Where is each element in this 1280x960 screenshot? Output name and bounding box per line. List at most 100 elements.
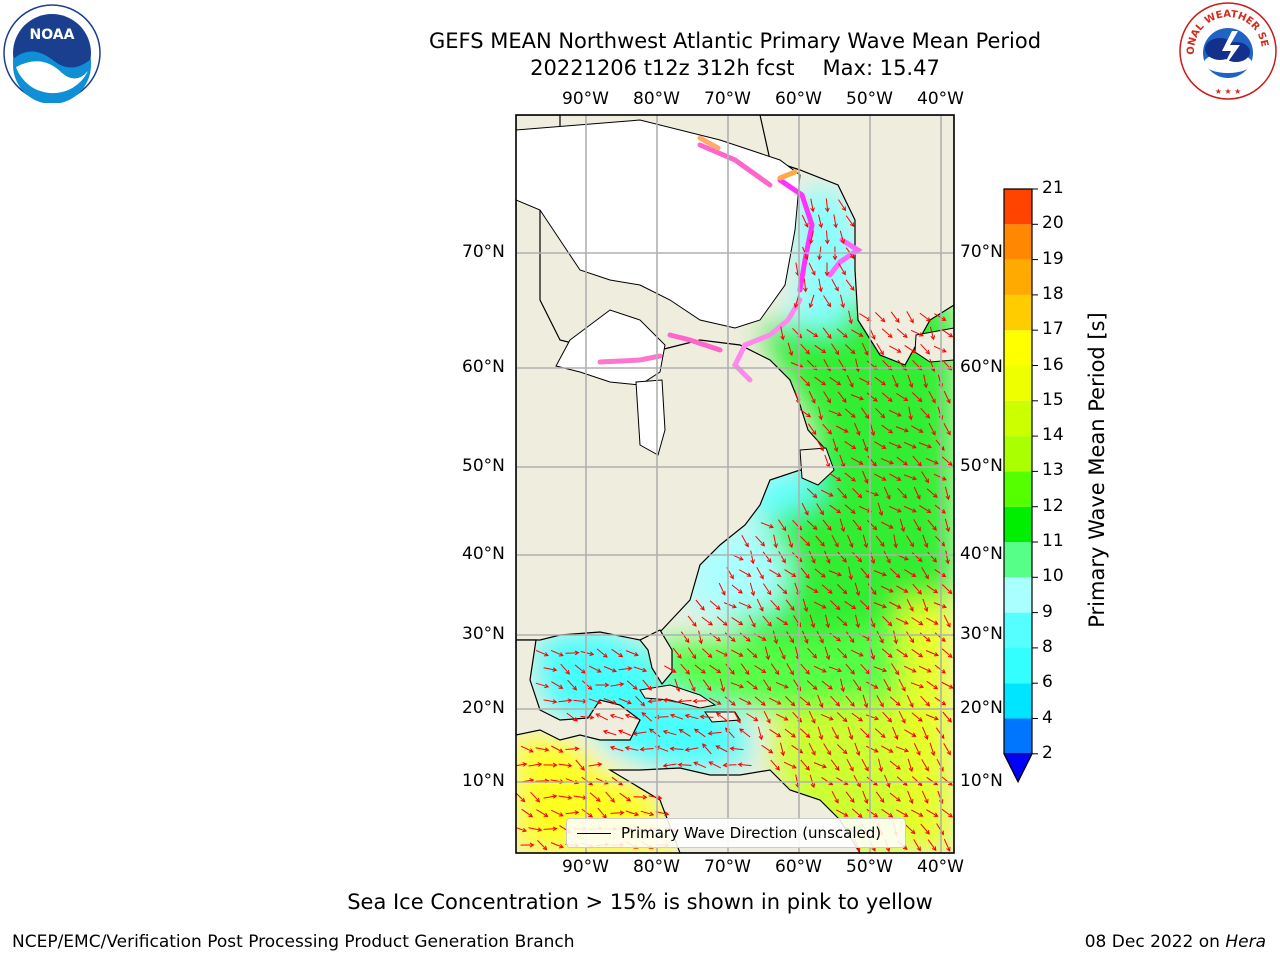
lon-label-bottom: 80°W [633, 857, 680, 877]
lon-label-bottom: 50°W [846, 857, 893, 877]
wave-arrow [873, 570, 887, 577]
wave-arrow [829, 600, 841, 611]
wave-arrow [941, 584, 953, 595]
wave-arrow [567, 679, 578, 691]
wave-arrow [913, 742, 921, 756]
wave-arrow [840, 678, 845, 693]
wave-arrow [874, 441, 887, 449]
wave-arrow [845, 663, 855, 675]
wave-arrow [839, 230, 846, 245]
wave-arrow [844, 504, 856, 514]
wave-arrow [565, 650, 580, 656]
wave-arrow [807, 647, 818, 659]
wave-arrow [662, 698, 677, 703]
wave-arrow [920, 343, 931, 355]
wave-arrow [836, 712, 848, 723]
wave-arrow [814, 568, 826, 578]
colorbar-frame [1003, 188, 1033, 784]
wave-arrow [922, 598, 929, 613]
wave-arrow [828, 570, 843, 577]
wave-arrow [848, 566, 853, 581]
wave-arrow [895, 746, 910, 753]
wave-arrow [891, 663, 900, 676]
wave-arrow [625, 650, 639, 657]
wave-arrow [928, 391, 936, 404]
wave-arrow [921, 471, 930, 484]
lat-label-right: 30°N [960, 624, 1003, 644]
colorbar-tick-label: 11 [1042, 531, 1064, 551]
wave-arrow [833, 214, 838, 229]
wave-arrow [550, 649, 564, 657]
wave-arrow [836, 744, 848, 755]
wave-arrow [828, 410, 843, 417]
wave-arrow [866, 681, 879, 689]
wave-arrow [516, 792, 526, 803]
wave-arrow [944, 518, 951, 533]
wave-arrow [903, 441, 917, 449]
wave-arrow [731, 584, 743, 594]
wave-arrow [881, 424, 894, 434]
wave-arrow [904, 569, 917, 577]
wave-arrow [624, 746, 639, 751]
wave-arrow [876, 343, 884, 356]
wave-arrow [837, 647, 848, 659]
wave-arrow [823, 295, 832, 308]
wave-arrow [784, 569, 797, 577]
wave-arrow [891, 374, 899, 388]
wave-arrow [749, 582, 756, 597]
wave-arrow [786, 663, 794, 676]
colorbar-segment [1004, 612, 1032, 648]
wave-arrow [595, 682, 610, 688]
wave-arrow [933, 473, 947, 481]
wave-arrow [680, 663, 690, 675]
greenland-land [759, 115, 954, 366]
wave-arrow [754, 696, 766, 706]
wave-arrow [845, 279, 855, 292]
florida-land [639, 629, 673, 686]
wave-arrow [800, 375, 811, 387]
wave-arrow [558, 698, 573, 704]
lon-label-bottom: 70°W [704, 857, 751, 877]
wave-arrow [565, 746, 580, 752]
wave-arrow [907, 790, 914, 805]
colorbar-tick-label: 6 [1042, 672, 1053, 693]
map-frame [515, 114, 955, 854]
lon-label-top: 90°W [562, 89, 609, 109]
lon-label-top: 60°W [775, 89, 822, 109]
wave-arrow [737, 762, 752, 768]
wave-arrow [816, 630, 824, 644]
wave-arrow [780, 326, 785, 341]
wave-arrow [903, 474, 918, 481]
wave-arrow [800, 536, 811, 547]
wave-arrow [877, 502, 884, 517]
wave-arrow [821, 680, 833, 690]
hudson-bay-ice [555, 309, 666, 386]
wave-arrow [520, 842, 535, 848]
wave-arrow [820, 489, 834, 497]
wave-arrow [844, 600, 857, 610]
wave-arrow [876, 630, 884, 644]
wave-arrow [821, 584, 833, 594]
wave-arrow [575, 759, 585, 771]
wave-arrow [800, 343, 810, 355]
wave-arrow [702, 743, 712, 755]
colorbar-label: Primary Wave Mean Period [s] [1085, 312, 1109, 628]
wave-arrow [934, 568, 947, 578]
wave-arrow [693, 728, 706, 738]
colorbar-tick-label: 15 [1042, 389, 1064, 410]
legend-line-sample [577, 832, 611, 834]
wave-arrow [684, 747, 699, 752]
wave-arrow [854, 422, 861, 436]
wave-arrow [907, 374, 914, 389]
wave-arrow [733, 711, 741, 724]
wave-arrow [731, 616, 744, 626]
wave-arrow [551, 745, 564, 753]
wave-arrow [674, 678, 681, 693]
date-credit: 08 Dec 2022 on Hera [1085, 932, 1266, 952]
wave-arrow [820, 713, 834, 721]
wave-arrow [876, 695, 884, 708]
wave-arrow [677, 762, 692, 768]
colorbar-underflow [1003, 753, 1033, 783]
wave-arrow [818, 214, 824, 229]
wave-arrow [880, 585, 894, 593]
